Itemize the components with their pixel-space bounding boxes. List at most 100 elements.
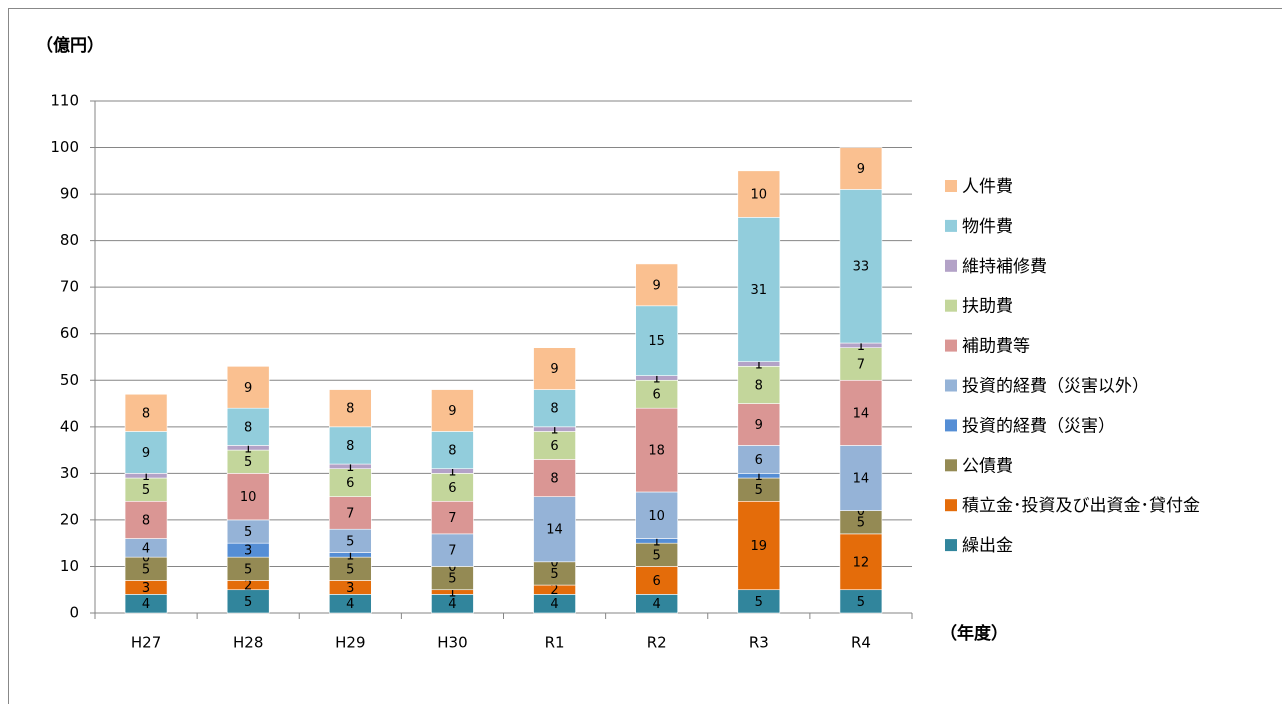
y-tick-label: 50: [60, 371, 79, 389]
legend-swatch: [945, 219, 957, 232]
y-tick-label: 30: [60, 464, 79, 482]
x-tick-label: H28: [233, 634, 263, 652]
y-tick-label: 90: [60, 185, 79, 203]
data-label: 6: [653, 574, 661, 589]
data-label: 5: [142, 483, 150, 498]
data-label: 1: [346, 548, 354, 563]
x-tick-label: H30: [437, 634, 467, 652]
bar-segment: [635, 305, 678, 376]
data-label: 19: [751, 539, 768, 554]
data-label: 8: [448, 444, 456, 459]
data-label: 10: [751, 188, 768, 203]
legend-label: 投資的経費（災害）: [962, 416, 1115, 436]
legend-label: 維持補修費: [962, 257, 1047, 277]
bar-segment: [635, 407, 678, 493]
bar-segment: [737, 170, 781, 218]
data-label: 5: [857, 516, 865, 531]
data-label: 1: [142, 469, 150, 484]
data-label: 4: [346, 597, 354, 612]
legend-swatch: [945, 499, 957, 512]
data-label: 8: [550, 402, 558, 417]
data-label: 3: [142, 581, 150, 596]
data-label: 5: [857, 595, 865, 610]
data-label: 1: [653, 371, 661, 386]
data-label: 6: [448, 481, 456, 496]
legend-label: 投資的経費（災害以外）: [962, 377, 1149, 397]
bar-segment: [839, 347, 883, 381]
legend-swatch: [945, 379, 957, 392]
data-label: 7: [448, 511, 456, 526]
chart-frame: [8, 8, 1282, 704]
x-tick-label: R3: [749, 634, 769, 652]
data-label: 5: [346, 562, 354, 577]
y-tick-label: 110: [50, 92, 79, 110]
data-label: 7: [857, 357, 865, 372]
bar-segment: [329, 426, 372, 465]
data-label: 4: [142, 541, 150, 556]
y-tick-label: 70: [60, 278, 79, 296]
data-label: 8: [755, 378, 763, 393]
legend-swatch: [945, 259, 957, 272]
bar-segment: [533, 431, 576, 460]
data-label: 8: [346, 402, 354, 417]
data-label: 0: [857, 504, 865, 519]
bar-segment: [533, 496, 576, 563]
data-label: 8: [142, 406, 150, 421]
y-tick-label: 40: [60, 417, 79, 435]
legend-label: 積立金･投資及び出資金･貸付金: [962, 496, 1200, 516]
bar-segment: [329, 468, 372, 497]
data-label: 14: [546, 523, 563, 538]
data-label: 14: [853, 406, 870, 421]
legend-swatch: [945, 299, 957, 312]
data-label: 5: [346, 534, 354, 549]
data-label: 5: [244, 455, 252, 470]
data-label: 4: [653, 597, 661, 612]
bar-segment: [226, 473, 270, 521]
data-label: 0: [550, 555, 558, 570]
data-label: 9: [142, 446, 150, 461]
data-label: 33: [853, 260, 870, 275]
y-tick-label: 10: [60, 557, 79, 575]
bar-segment: [431, 389, 474, 432]
data-label: 6: [550, 439, 558, 454]
data-label: 9: [857, 162, 865, 177]
bar-segment: [226, 366, 270, 409]
bar-segment: [839, 147, 883, 190]
legend-swatch: [945, 459, 957, 472]
data-label: 2: [550, 583, 558, 598]
y-tick-label: 0: [69, 604, 79, 622]
data-label: 7: [346, 506, 354, 521]
data-label: 6: [653, 388, 661, 403]
legend-swatch: [945, 180, 957, 192]
y-tick-label: 60: [60, 324, 79, 342]
x-unit-label: （年度）: [940, 623, 1008, 644]
data-label: 8: [244, 420, 252, 435]
data-label: 4: [142, 597, 150, 612]
y-unit-label: （億円）: [36, 35, 104, 56]
legend-label: 物件費: [962, 217, 1013, 237]
bar-segment: [431, 533, 474, 567]
bar-segment: [737, 366, 781, 404]
data-label: 5: [244, 562, 252, 577]
data-label: 8: [346, 439, 354, 454]
y-tick-label: 20: [60, 510, 79, 528]
bar-segment: [737, 500, 781, 591]
data-label: 2: [244, 579, 252, 594]
data-label: 3: [244, 544, 252, 559]
bar-segment: [124, 393, 168, 432]
bar-segment: [329, 496, 372, 530]
data-label: 1: [448, 586, 456, 601]
data-label: 15: [648, 334, 665, 349]
bar-segment: [839, 189, 883, 344]
data-label: 5: [755, 483, 763, 498]
data-label: 8: [142, 513, 150, 528]
data-label: 10: [240, 490, 257, 505]
data-label: 5: [244, 595, 252, 610]
bar-segment: [431, 500, 474, 535]
data-label: 5: [755, 595, 763, 610]
legend-label: 補助費等: [962, 337, 1030, 357]
bar-segment: [329, 389, 372, 428]
data-label: 9: [653, 278, 661, 293]
bar-segment: [635, 263, 678, 307]
data-label: 5: [448, 572, 456, 587]
